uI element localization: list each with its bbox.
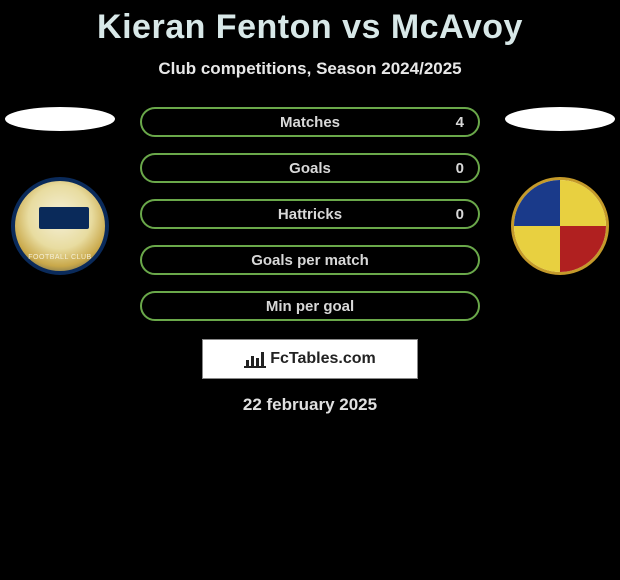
chart-icon: [244, 350, 266, 368]
subtitle: Club competitions, Season 2024/2025: [0, 59, 620, 79]
right-team-badge: [511, 177, 609, 275]
right-column: [500, 107, 620, 275]
stat-label: Hattricks: [278, 206, 342, 223]
left-column: [0, 107, 120, 275]
stat-label: Min per goal: [266, 298, 354, 315]
stat-label: Goals: [289, 160, 331, 177]
stat-value: 4: [456, 114, 464, 131]
stat-row-hattricks: Hattricks 0: [140, 199, 480, 229]
stat-row-goals: Goals 0: [140, 153, 480, 183]
stat-label: Goals per match: [251, 252, 369, 269]
page-title: Kieran Fenton vs McAvoy: [0, 0, 620, 47]
stat-row-min-per-goal: Min per goal: [140, 291, 480, 321]
date-text: 22 february 2025: [0, 395, 620, 415]
comparison-panel: Matches 4 Goals 0 Hattricks 0 Goals per …: [0, 107, 620, 415]
left-team-badge: [11, 177, 109, 275]
stats-list: Matches 4 Goals 0 Hattricks 0 Goals per …: [140, 107, 480, 321]
stat-label: Matches: [280, 114, 340, 131]
left-ellipse: [5, 107, 115, 131]
right-ellipse: [505, 107, 615, 131]
branding-box: FcTables.com: [202, 339, 418, 379]
branding-text: FcTables.com: [270, 350, 376, 368]
stat-value: 0: [456, 206, 464, 223]
stat-row-matches: Matches 4: [140, 107, 480, 137]
stat-row-goals-per-match: Goals per match: [140, 245, 480, 275]
stat-value: 0: [456, 160, 464, 177]
